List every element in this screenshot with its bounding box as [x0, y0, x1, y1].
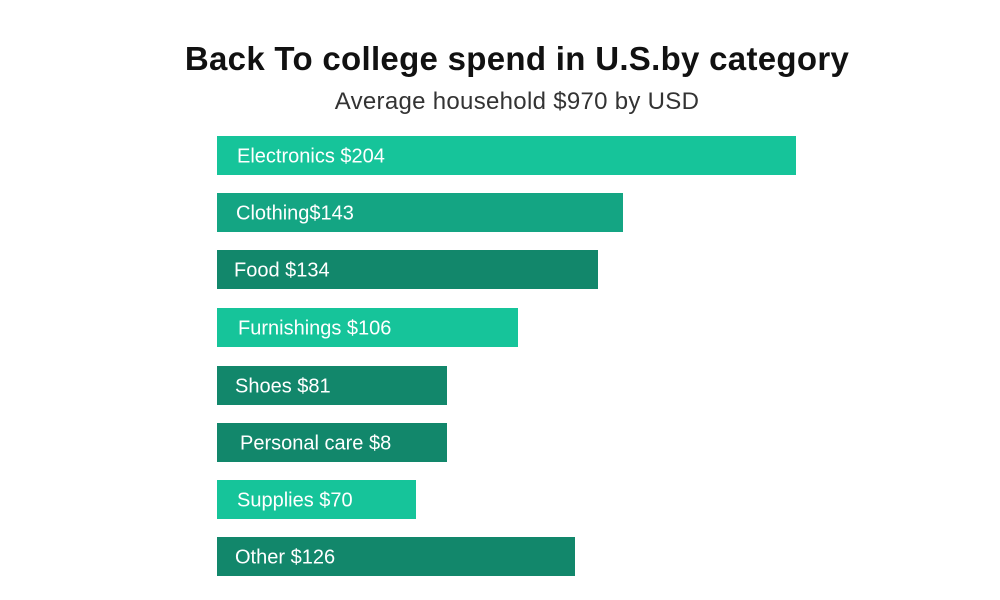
bar-furnishings	[217, 308, 518, 347]
bar-supplies	[217, 480, 416, 519]
bar-label-electronics: Electronics $204	[237, 146, 385, 168]
bar-clothing	[217, 193, 623, 232]
bar-food	[217, 250, 598, 289]
bar-electronics	[217, 136, 796, 175]
bar-personal-care	[217, 423, 447, 462]
bar-label-other: Other $126	[235, 547, 335, 569]
bar-label-clothing: Clothing$143	[236, 203, 354, 225]
bar-label-furnishings: Furnishings $106	[238, 318, 391, 340]
bar-label-supplies: Supplies $70	[237, 490, 353, 512]
chart-subtitle: Average household $970 by USD	[334, 88, 700, 115]
bar-label-personal-care: Personal care $8	[240, 433, 391, 455]
bar-shoes	[217, 366, 447, 405]
bar-label-shoes: Shoes $81	[235, 376, 331, 398]
bar-other	[217, 537, 575, 576]
bar-label-food: Food $134	[234, 260, 330, 282]
chart-title: Back To college spend in U.S.by category	[184, 40, 850, 77]
